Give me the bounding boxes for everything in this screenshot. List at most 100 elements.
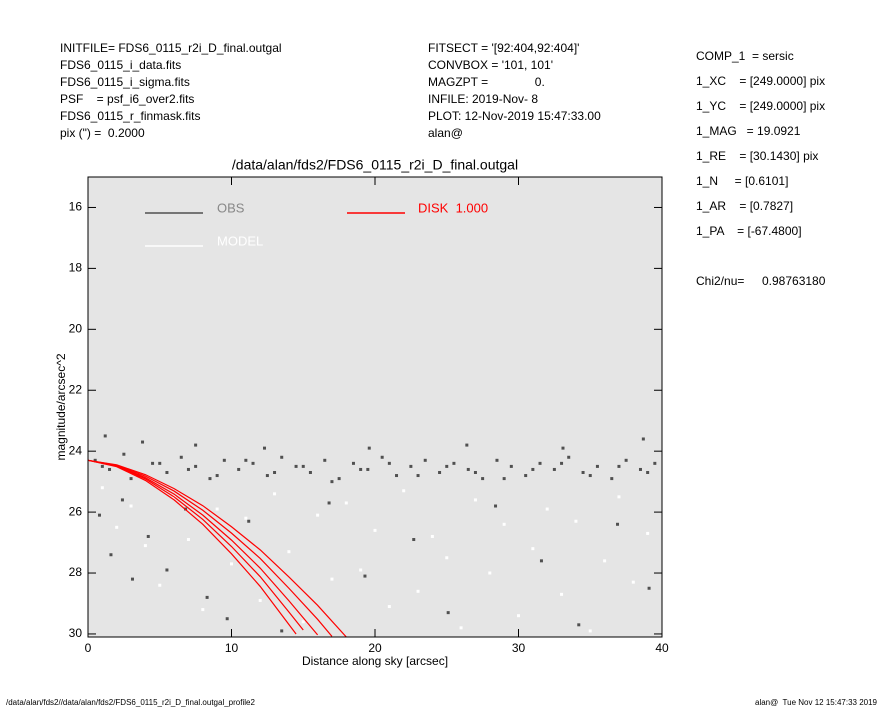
point — [251, 461, 255, 465]
point — [367, 446, 371, 450]
point — [473, 498, 477, 502]
point — [294, 464, 298, 468]
point — [603, 559, 607, 563]
y-tick-label: 28 — [69, 565, 83, 579]
disk-curve — [88, 459, 333, 637]
legend-label: OBS — [217, 200, 245, 215]
disk-curve — [88, 459, 347, 637]
point — [244, 516, 248, 520]
y-tick-label: 24 — [69, 443, 83, 457]
point — [115, 525, 119, 529]
point — [561, 446, 565, 450]
point — [646, 531, 650, 535]
y-axis-label: magnitude/arcsec^2 — [54, 353, 68, 460]
point — [495, 458, 499, 462]
chart-title: /data/alan/fds2/FDS6_0115_r2i_D_final.ou… — [232, 157, 518, 173]
y-tick-label: 18 — [69, 261, 83, 275]
footer-user: alan@ Tue Nov 12 15:47:33 2019 — [755, 698, 878, 707]
point — [380, 455, 384, 459]
x-tick-label: 0 — [85, 641, 92, 655]
header-right-line: COMP_1 = sersic — [696, 49, 794, 63]
chi2-value: 0.98763180 — [762, 274, 826, 288]
point — [316, 513, 320, 517]
point — [194, 464, 198, 468]
point — [595, 464, 599, 468]
x-tick-label: 20 — [368, 641, 382, 655]
point — [531, 467, 535, 471]
point — [122, 452, 126, 456]
point — [617, 464, 621, 468]
header-left-line: INITFILE= FDS6_0115_r2i_D_final.outgal — [60, 41, 282, 55]
header-middle-line: PLOT: 12-Nov-2019 15:47:33.00 — [428, 109, 601, 123]
x-axis-label: Distance along sky [arcsec] — [302, 654, 448, 668]
point — [287, 550, 291, 554]
header-right-line: 1_YC = [249.0000] pix — [696, 99, 825, 113]
point — [616, 522, 620, 526]
point — [588, 629, 592, 633]
point — [120, 498, 124, 502]
point — [416, 474, 420, 478]
point — [215, 507, 219, 511]
point — [201, 608, 205, 612]
header-left-line: PSF = psf_i6_over2.fits — [60, 92, 194, 106]
point — [208, 477, 212, 481]
point — [560, 592, 564, 596]
point — [395, 474, 399, 478]
header-left-line: FDS6_0115_i_data.fits — [60, 58, 181, 72]
header-right-line: 1_AR = [0.7827] — [696, 199, 793, 213]
point — [359, 467, 363, 471]
point — [323, 458, 327, 462]
point — [638, 467, 642, 471]
point — [158, 583, 162, 587]
header-right-line: 1_XC = [249.0000] pix — [696, 74, 825, 88]
point — [416, 589, 420, 593]
point — [165, 568, 169, 572]
point — [624, 458, 628, 462]
point — [517, 614, 520, 618]
point — [158, 461, 162, 465]
point — [531, 547, 535, 551]
point — [327, 501, 331, 505]
point — [446, 611, 450, 615]
point — [465, 443, 469, 447]
point — [366, 467, 370, 471]
point — [359, 568, 363, 572]
point — [97, 513, 101, 517]
point — [151, 461, 155, 465]
header-middle-line: CONVBOX = '101, 101' — [428, 58, 553, 72]
header-right-line: 1_PA = [-67.4800] — [696, 224, 802, 238]
point — [631, 580, 635, 584]
point — [488, 571, 492, 575]
point — [237, 467, 241, 471]
point — [438, 470, 442, 474]
point — [337, 477, 341, 481]
point — [330, 577, 334, 581]
plot-background — [88, 177, 662, 637]
point — [502, 522, 506, 526]
point — [280, 629, 284, 633]
point — [230, 562, 233, 566]
point — [100, 464, 104, 468]
point — [473, 470, 477, 474]
point — [222, 458, 226, 462]
point — [225, 617, 229, 621]
header-middle-line: FITSECT = '[92:404,92:404]' — [428, 41, 579, 55]
header-middle-line: alan@ — [428, 126, 463, 140]
point — [373, 528, 377, 532]
header-left-line: FDS6_0115_i_sigma.fits — [60, 75, 190, 89]
point — [280, 455, 284, 459]
point — [344, 501, 348, 505]
point — [108, 467, 112, 471]
point — [524, 474, 528, 478]
header-middle-line: INFILE: 2019-Nov- 8 — [428, 92, 538, 106]
point — [452, 461, 456, 465]
point — [423, 458, 427, 462]
point — [653, 461, 657, 465]
point — [273, 492, 277, 496]
point — [538, 461, 542, 465]
header-left-line: pix (") = 0.2000 — [60, 126, 145, 140]
point — [143, 544, 147, 548]
point — [539, 559, 543, 563]
point — [494, 504, 498, 508]
